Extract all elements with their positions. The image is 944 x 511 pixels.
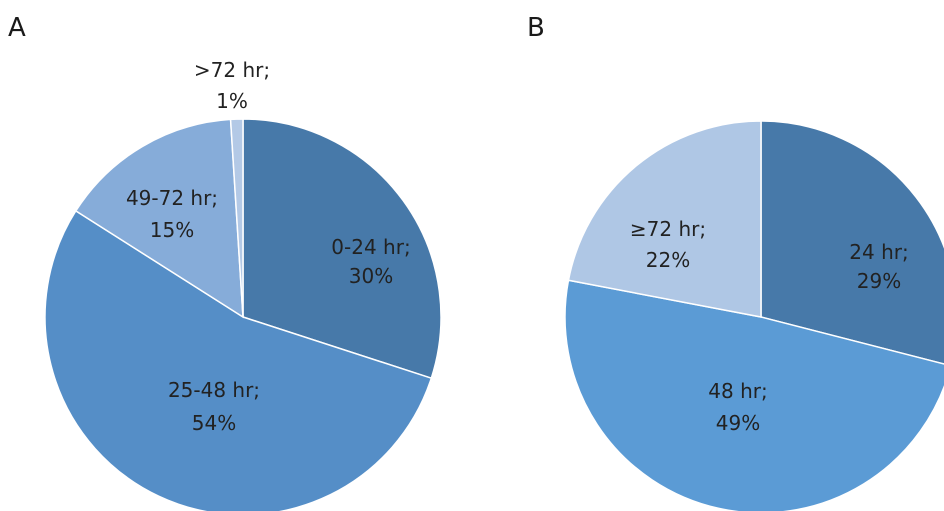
pie-a-slice-49-72-hr [74, 118, 244, 319]
pie-b-label-48-name: 48 hr; [708, 379, 767, 403]
pie-a-label-49-72-value: 15% [150, 218, 194, 242]
pie-b-slice-24-hr [760, 120, 944, 365]
pie-a-label-over72-value: 1% [216, 89, 248, 113]
pie-b-labels: 24 hr; 29% 48 hr; 49% ≥72 hr; 22% [630, 217, 909, 435]
pie-b-label-24-name: 24 hr; [849, 240, 908, 264]
pie-a-label-0-24-name: 0-24 hr; [331, 235, 410, 259]
pie-b-slice-gte-72-hr [567, 120, 762, 318]
pie-b-label-48-value: 49% [716, 411, 760, 435]
pie-b-label-72plus-value: 22% [646, 248, 690, 272]
pie-a-label-0-24-value: 30% [349, 264, 393, 288]
pie-a-slices [44, 118, 442, 511]
pie-a-label-25-48-value: 54% [192, 411, 236, 435]
pie-a-label-49-72-name: 49-72 hr; [126, 186, 218, 210]
pie-a-slice-25-48-hr [44, 209, 433, 511]
panel-b-letter: B [527, 13, 545, 43]
pie-a-label-25-48-name: 25-48 hr; [168, 378, 260, 402]
pie-a-slice-gt-72-hr [229, 118, 244, 318]
pie-b-label-72plus-name: ≥72 hr; [630, 217, 706, 241]
pie-a-labels: 0-24 hr; 30% 25-48 hr; 54% 49-72 hr; 15%… [126, 58, 411, 435]
pie-b-slices [564, 120, 944, 511]
pie-panel-b: B 24 hr; 29% 48 hr; 49% ≥72 hr; 22% [527, 13, 944, 511]
pie-a-label-over72-name: >72 hr; [194, 58, 270, 82]
panel-a-letter: A [8, 13, 26, 43]
pie-b-label-24-value: 29% [857, 269, 901, 293]
pie-b-slice-48-hr [564, 279, 944, 511]
pie-panel-a: A 0-24 hr; 30% 25-48 hr; 54% 49-72 hr; 1… [8, 13, 442, 511]
pie-a-slice-0-24-hr [242, 118, 442, 380]
